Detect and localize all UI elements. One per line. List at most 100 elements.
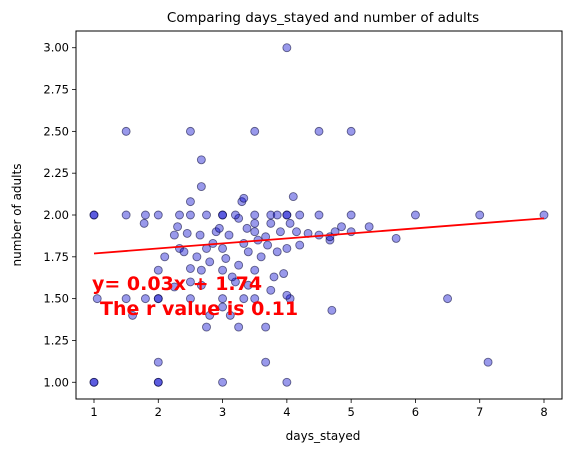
data-point [272, 210, 282, 220]
data-point [139, 218, 149, 228]
data-point [282, 290, 292, 300]
x-tick-label: 8 [540, 405, 547, 419]
r-value-text: The r value is 0.11 [100, 298, 298, 320]
data-point [234, 322, 244, 332]
data-point [230, 277, 240, 287]
data-point [230, 210, 240, 220]
regression-equation: y= 0.03x + 1.74 [92, 273, 262, 295]
data-point [153, 377, 163, 387]
y-tick-label: 2.00 [43, 208, 69, 222]
data-point [196, 182, 206, 192]
data-point [218, 210, 228, 220]
data-point [160, 252, 170, 262]
data-point [169, 230, 179, 240]
data-point [185, 126, 195, 136]
data-point [175, 210, 184, 220]
data-point [218, 302, 228, 312]
data-point [242, 223, 252, 233]
data-point [261, 322, 271, 332]
data-point [234, 260, 244, 270]
data-point [92, 294, 102, 304]
data-point [285, 294, 295, 304]
data-point [202, 322, 211, 332]
data-point [140, 210, 150, 220]
x-tick-label: 5 [347, 405, 354, 419]
data-point [266, 218, 276, 228]
data-point [218, 265, 228, 275]
x-tick-label: 2 [155, 405, 162, 419]
data-point [282, 43, 292, 53]
y-tick-label: 2.50 [43, 124, 69, 138]
data-point [224, 230, 234, 240]
y-tick-label: 2.75 [43, 83, 69, 97]
data-point [346, 227, 356, 237]
data-point [282, 377, 292, 387]
data-point [250, 218, 260, 228]
data-point [269, 272, 279, 282]
data-point [266, 285, 276, 295]
data-point [295, 240, 305, 250]
data-point [239, 238, 249, 248]
data-point [475, 210, 485, 220]
x-axis-label: days_stayed [286, 429, 361, 443]
points-layer [89, 43, 549, 387]
data-point [250, 294, 260, 304]
data-point [218, 377, 228, 387]
data-point [337, 222, 346, 232]
data-point [205, 257, 215, 267]
x-tick-label: 7 [476, 405, 483, 419]
data-point [250, 227, 260, 237]
data-point [227, 272, 237, 282]
data-point [266, 210, 276, 220]
data-point [282, 244, 292, 253]
data-point [221, 254, 231, 263]
data-point [196, 265, 206, 275]
chart-title: Comparing days_stayed and number of adul… [167, 10, 479, 26]
data-point [182, 228, 192, 238]
data-point [275, 227, 285, 237]
data-point [192, 252, 202, 262]
x-ticks: 1 2 3 4 5 6 7 8 [90, 399, 548, 419]
data-point [295, 210, 305, 220]
y-axis-label: number of adults [10, 164, 24, 267]
data-point [153, 357, 163, 367]
data-point [346, 126, 356, 136]
data-point [391, 233, 401, 243]
data-point [179, 247, 189, 257]
y-tick-label: 2.25 [43, 166, 69, 180]
data-point [89, 210, 99, 220]
data-point [185, 197, 195, 207]
data-point [202, 210, 211, 220]
regression-line [93, 217, 545, 255]
y-tick-label: 3.00 [43, 41, 69, 55]
data-point [239, 294, 249, 304]
data-point [364, 222, 374, 232]
data-point [243, 247, 253, 257]
data-point [239, 193, 249, 203]
y-tick-label: 1.25 [43, 333, 69, 347]
data-point [261, 357, 271, 367]
data-point [272, 247, 282, 257]
data-point [211, 227, 221, 237]
y-tick-label: 1.75 [43, 250, 69, 264]
data-point [256, 252, 266, 262]
data-point [196, 280, 206, 290]
x-tick-label: 4 [283, 405, 290, 419]
data-point [263, 240, 273, 250]
data-point [121, 126, 131, 136]
data-point [250, 126, 260, 136]
data-point [314, 210, 324, 220]
data-point [205, 310, 215, 320]
data-point [89, 377, 99, 387]
data-point [250, 210, 260, 220]
data-point [443, 294, 453, 304]
data-point [292, 227, 301, 237]
data-point [250, 265, 260, 275]
x-tick-label: 6 [412, 405, 419, 419]
y-ticks: 1.00 1.25 1.50 1.75 2.00 2.25 2.50 2.75 3.00 [43, 41, 76, 389]
x-tick-label: 3 [219, 405, 226, 419]
data-point [128, 310, 138, 320]
data-point [314, 126, 324, 136]
data-point [327, 305, 337, 315]
